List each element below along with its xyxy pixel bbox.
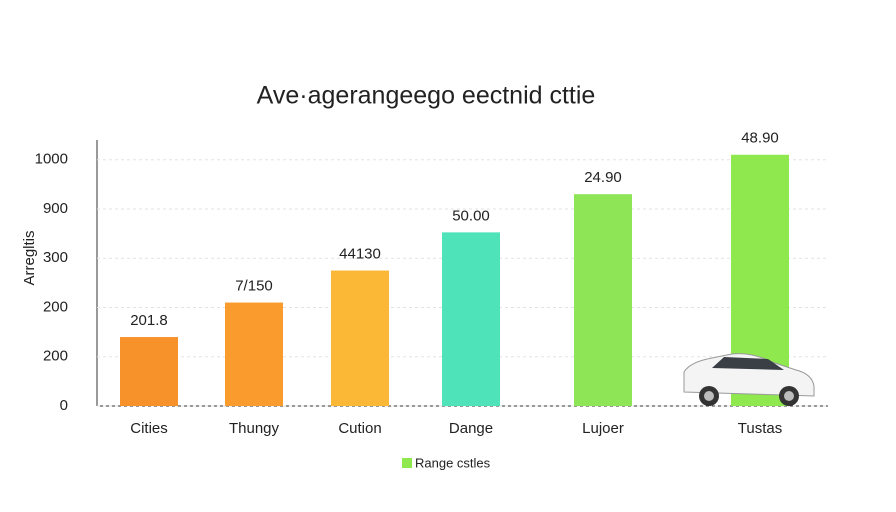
x-tick-label: Cities — [130, 420, 168, 437]
x-tick-label: Cution — [338, 420, 381, 437]
legend-swatch — [402, 458, 412, 468]
x-tick-label: Thungy — [229, 420, 280, 437]
y-tick-label: 1000 — [35, 151, 68, 168]
y-tick-label: 900 — [43, 200, 68, 217]
x-tick-label: Lujoer — [582, 420, 624, 437]
x-tick-label: Tustas — [738, 420, 782, 437]
data-label: 48.90 — [741, 130, 779, 147]
data-label: 24.90 — [584, 169, 622, 186]
y-tick-label: 0 — [60, 397, 68, 414]
legend-label: Range cstles — [415, 455, 491, 470]
y-tick-label: 300 — [43, 249, 68, 266]
y-tick-label: 200 — [43, 348, 68, 365]
bar — [120, 337, 178, 406]
data-label: 201.8 — [130, 312, 168, 329]
data-label: 50.00 — [452, 207, 490, 224]
chart-title: Ave·agerangeego eectnid cttie — [257, 82, 596, 110]
data-label: 7/150 — [235, 278, 273, 295]
y-tick-label: 200 — [43, 298, 68, 315]
bar — [225, 302, 283, 406]
data-label: 44130 — [339, 246, 381, 263]
bar — [442, 232, 500, 406]
y-axis-label: Arregltis — [21, 230, 38, 285]
bar — [331, 270, 389, 406]
car-illustration — [683, 353, 815, 406]
x-tick-label: Dange — [449, 420, 493, 437]
bar — [574, 194, 632, 406]
